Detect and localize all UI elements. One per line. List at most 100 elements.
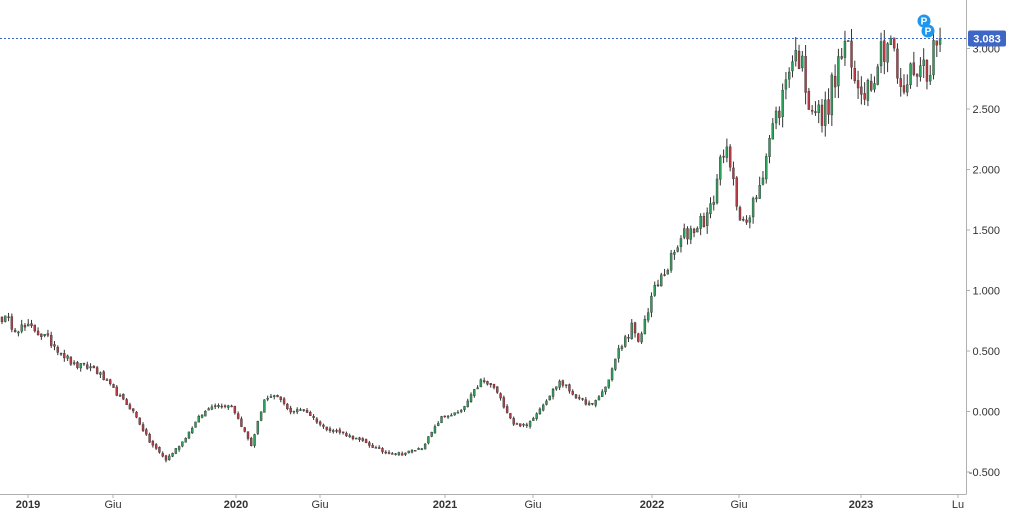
- candle-body: [138, 417, 141, 425]
- last-price-label: 3.083: [973, 33, 1001, 45]
- candle-body: [384, 451, 387, 454]
- candle-body: [509, 413, 512, 419]
- candle-body: [771, 123, 774, 140]
- candle-body: [551, 389, 555, 397]
- candle-body: [850, 40, 853, 68]
- candle-body: [758, 185, 761, 199]
- candle-body: [148, 434, 151, 443]
- candle-body: [797, 50, 801, 69]
- candle-body: [400, 453, 404, 456]
- candle-body: [482, 380, 486, 383]
- candle-body: [174, 448, 178, 454]
- candle-body: [571, 391, 574, 395]
- candle-body: [59, 352, 63, 355]
- candle-body: [725, 146, 729, 158]
- candle-body: [538, 408, 542, 415]
- candle-body: [453, 412, 456, 416]
- candle-body: [387, 452, 391, 454]
- candle-body: [899, 78, 902, 87]
- candle-body: [433, 426, 437, 434]
- candle-body: [502, 397, 506, 408]
- candle-body: [912, 62, 916, 75]
- candle-body: [158, 447, 161, 453]
- candle-body: [925, 59, 929, 82]
- candle-body: [125, 399, 128, 405]
- candle-body: [118, 394, 122, 397]
- candle-body: [833, 75, 837, 88]
- candle-body: [564, 384, 568, 386]
- candle-body: [581, 398, 584, 400]
- candle-body: [604, 386, 607, 393]
- candle-body: [919, 65, 922, 78]
- candle-body: [778, 110, 781, 119]
- candle-body: [430, 431, 433, 437]
- x-axis[interactable]: 2019 Giu 2020 Giu 2021 Giu 2022 Giu 2023 Lu: [16, 494, 964, 511]
- candle-body: [273, 395, 276, 397]
- x-tick-label: 2021: [433, 499, 457, 511]
- candle-body: [66, 355, 69, 359]
- candle-body: [935, 40, 938, 46]
- candle-body: [476, 387, 479, 390]
- candle-body: [873, 83, 876, 90]
- candle-body: [312, 416, 315, 418]
- candle-body: [332, 430, 335, 432]
- candle-body: [906, 84, 909, 93]
- candle-body: [131, 408, 135, 412]
- candle-body: [466, 400, 469, 407]
- candle-body: [492, 383, 496, 388]
- y-tick-label: 0.500: [972, 346, 1000, 358]
- candle-body: [469, 394, 473, 403]
- candle-body: [584, 399, 588, 405]
- y-tick-label: 3.000: [972, 44, 1000, 56]
- candle-body: [863, 93, 866, 100]
- candle-body: [335, 430, 338, 432]
- candle-body: [702, 216, 706, 228]
- candle-body: [76, 362, 79, 368]
- candle-body: [253, 434, 256, 446]
- candle-body: [128, 404, 132, 410]
- candle-body: [168, 455, 171, 460]
- candle-body: [227, 405, 230, 408]
- candle-body: [922, 59, 925, 66]
- y-tick-label: 1.000: [972, 286, 1000, 298]
- candle-body: [637, 333, 640, 342]
- candle-body: [210, 406, 214, 410]
- candle-body: [735, 177, 738, 207]
- candle-body: [594, 400, 597, 406]
- candle-body: [633, 322, 637, 334]
- candle-body: [394, 453, 397, 455]
- candle-body: [263, 399, 266, 413]
- candle-body: [246, 431, 250, 439]
- candle-body: [653, 284, 656, 296]
- candle-body: [804, 56, 807, 93]
- candle-body: [683, 228, 686, 238]
- candle-body: [807, 91, 811, 110]
- x-tick-label: Giu: [104, 499, 121, 511]
- candle-body: [194, 421, 197, 428]
- candle-body: [938, 38, 942, 45]
- candle-body: [889, 38, 893, 45]
- candle-body: [830, 74, 834, 116]
- candle-body: [10, 316, 14, 330]
- last-price-tag: 3.083: [968, 30, 1006, 47]
- last-price-tag-bg: [968, 30, 1006, 47]
- candle-body: [712, 202, 715, 205]
- candle-body: [847, 40, 850, 42]
- candle-body: [236, 413, 240, 419]
- candle-body: [404, 452, 407, 455]
- candle-body: [522, 423, 525, 426]
- candle-body: [318, 421, 322, 425]
- candle-body: [364, 439, 368, 444]
- candle-body: [378, 447, 381, 449]
- candle-body: [630, 322, 633, 339]
- y-axis[interactable]: -0.500 0.000 0.500 1.000 1.500 2.000 2.500 3.00…: [966, 44, 1000, 480]
- candle-body: [879, 41, 883, 67]
- candle-body: [328, 428, 332, 431]
- candle-body: [499, 393, 502, 399]
- candle-body: [420, 448, 424, 450]
- candle-body: [381, 448, 384, 453]
- candle-body: [883, 40, 886, 62]
- candle-body: [587, 402, 591, 406]
